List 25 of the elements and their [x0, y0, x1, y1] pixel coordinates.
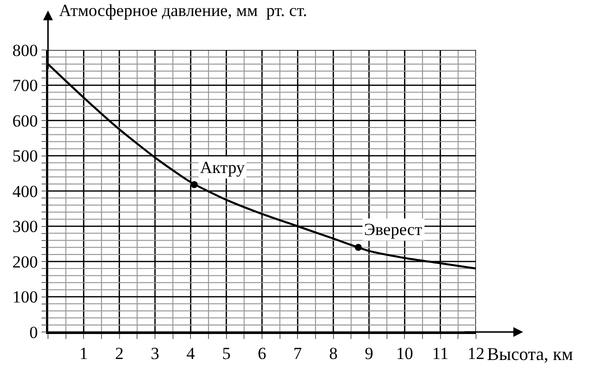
x-tick-label: 12 [468, 344, 484, 364]
x-tick-label: 10 [396, 344, 414, 364]
y-tick-label: 200 [12, 252, 38, 272]
x-tick-label: 7 [293, 344, 302, 364]
x-tick-label: 1 [79, 344, 88, 364]
annotation: Актру [200, 158, 246, 177]
annotation: Эверест [364, 220, 423, 239]
x-tick-label: 4 [186, 344, 196, 364]
x-tick-label: 5 [222, 344, 231, 364]
y-tick-label: 700 [12, 76, 38, 96]
x-tick-label: 11 [432, 344, 449, 364]
x-tick-label: 6 [258, 344, 266, 364]
x-tick-label: 2 [115, 344, 124, 364]
x-axis-title: Высота, км [487, 344, 574, 364]
y-tick-label: 0 [29, 322, 38, 342]
y-axis-title: Атмосферное давление, мм рт. ст. [59, 1, 308, 20]
y-tick-label: 100 [12, 288, 38, 307]
y-tick-label: 300 [12, 217, 38, 236]
y-tick-label: 400 [12, 182, 38, 201]
x-tick-label: 8 [329, 344, 338, 364]
x-tick-label: 3 [150, 344, 160, 364]
y-tick-label: 600 [12, 111, 38, 130]
y-tick-label: 800 [12, 40, 38, 60]
x-tick-label: 9 [364, 344, 374, 364]
y-tick-label: 500 [12, 146, 38, 166]
